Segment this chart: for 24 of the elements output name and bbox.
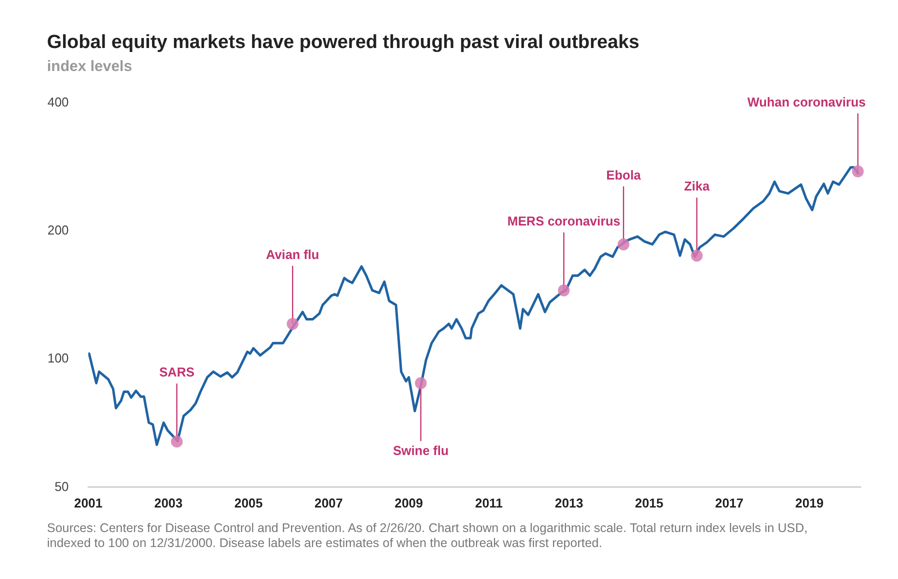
- x-tick-label: 2017: [715, 495, 744, 511]
- y-tick-label: 200: [48, 222, 69, 238]
- annotation: Ebola: [606, 167, 642, 182]
- source-note: Sources: Centers for Disease Control and Prevention. As of 2/26/20. Chart shown on a logarithmic scale. Total return index levels in USD, indexed to 100 on 12/31/2000. Disease labels are estimates of when the outbreak was first reported.: [46, 521, 809, 551]
- annotation: Wuhan coronavirus: [747, 94, 866, 110]
- x-tick-label: 2011: [475, 495, 503, 511]
- chart-title: Global equity markets have powered through past viral outbreaks: [47, 32, 640, 54]
- x-tick-label: 2015: [635, 495, 664, 511]
- x-tick-label: 2013: [554, 495, 584, 511]
- chart-subtitle: index levels: [47, 58, 134, 75]
- x-tick-label: 2019: [795, 495, 824, 511]
- annotation: SARS: [159, 364, 195, 380]
- annotation: MERS coronavirus: [507, 213, 620, 228]
- x-tick-label: 2005: [234, 495, 263, 511]
- annotation: Zika: [684, 178, 710, 194]
- y-tick-label: 50: [54, 478, 69, 494]
- x-tick-label: 2001: [74, 495, 102, 511]
- annotation: Swine flu: [392, 443, 449, 458]
- x-tick-label: 2007: [314, 495, 343, 511]
- y-tick-label: 100: [48, 350, 69, 366]
- annotation: Avian flu: [266, 246, 320, 262]
- x-tick-label: 2003: [154, 495, 183, 511]
- x-tick-label: 2009: [394, 495, 423, 511]
- y-tick-label: 400: [48, 94, 69, 110]
